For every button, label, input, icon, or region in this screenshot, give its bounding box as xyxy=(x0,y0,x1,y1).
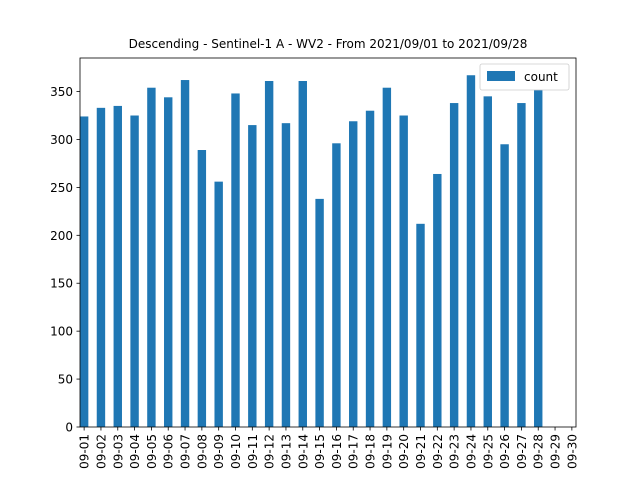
legend: count xyxy=(479,63,570,91)
x-tick-label: 09-02 xyxy=(94,434,108,469)
x-tick-label: 09-18 xyxy=(364,434,378,469)
bar-09-08 xyxy=(197,150,207,427)
x-tick-label: 09-28 xyxy=(532,434,546,469)
x-tick-label: 09-05 xyxy=(145,434,159,469)
axes-frame xyxy=(79,57,577,428)
x-tick-label: 09-30 xyxy=(565,434,579,469)
y-tick-label: 200 xyxy=(50,229,73,243)
bar-09-11 xyxy=(248,125,257,427)
bar-09-16 xyxy=(332,143,341,428)
x-tick-label: 09-03 xyxy=(111,434,125,469)
bar-09-19 xyxy=(382,87,392,428)
bar-09-04 xyxy=(130,115,139,427)
x-tick-label: 09-11 xyxy=(246,434,260,469)
y-tick-label: 150 xyxy=(50,277,73,291)
bars-layer xyxy=(79,75,543,428)
legend-swatch xyxy=(487,71,515,81)
x-tick-label: 09-13 xyxy=(279,434,293,469)
bar-09-17 xyxy=(349,121,358,427)
bar-09-23 xyxy=(449,103,459,428)
legend-label: count xyxy=(524,70,558,84)
x-tick-label: 09-14 xyxy=(296,434,310,469)
y-tick-label: 50 xyxy=(58,373,73,387)
y-tick-label: 350 xyxy=(50,85,73,99)
x-tick-label: 09-01 xyxy=(78,434,92,469)
bar-09-06 xyxy=(164,97,173,428)
y-tick-label: 250 xyxy=(50,181,73,195)
bar-09-24 xyxy=(466,75,476,427)
x-tick-label: 09-15 xyxy=(313,434,327,469)
x-tick-label: 09-08 xyxy=(195,434,209,469)
bar-09-05 xyxy=(147,87,156,428)
y-tick-label: 100 xyxy=(50,325,73,339)
x-tick-label: 09-09 xyxy=(212,434,226,469)
bar-09-21 xyxy=(416,223,425,427)
bar-09-27 xyxy=(517,103,526,428)
x-tick-label: 09-29 xyxy=(549,434,563,469)
chart-title: Descending - Sentinel-1 A - WV2 - From 2… xyxy=(129,37,528,51)
x-tick-label: 09-25 xyxy=(481,434,495,469)
y-tick-label: 0 xyxy=(65,421,73,435)
y-axis: 0 50 100 150 200 250 300 350 xyxy=(50,85,80,435)
x-tick-label: 09-24 xyxy=(464,434,478,469)
x-tick-label: 09-23 xyxy=(448,434,462,469)
bar-09-18 xyxy=(365,110,375,428)
x-tick-label: 09-10 xyxy=(229,434,243,469)
bar-09-01 xyxy=(79,116,89,428)
bar-09-09 xyxy=(214,181,223,427)
x-tick-label: 09-04 xyxy=(128,434,142,469)
y-tick-label: 300 xyxy=(50,133,73,147)
legend-box xyxy=(479,63,570,91)
bar-09-12 xyxy=(264,81,274,427)
bar-09-07 xyxy=(180,80,190,427)
x-axis: 09-01 09-02 09-03 09-04 09-05 09-06 09-07 09-08… xyxy=(78,427,579,469)
x-tick-label: 09-07 xyxy=(179,434,193,469)
bar-09-14 xyxy=(298,81,307,427)
x-tick-label: 09-19 xyxy=(380,434,394,469)
bar-09-13 xyxy=(281,123,291,428)
x-tick-label: 09-26 xyxy=(498,434,512,469)
x-tick-label: 09-20 xyxy=(397,434,411,469)
bar-09-03 xyxy=(113,105,122,428)
x-tick-label: 09-06 xyxy=(162,434,176,469)
x-tick-label: 09-27 xyxy=(515,434,529,469)
x-tick-label: 09-17 xyxy=(347,434,361,469)
x-tick-label: 09-21 xyxy=(414,434,428,469)
bar-09-10 xyxy=(231,93,240,428)
x-tick-label: 09-16 xyxy=(330,434,344,469)
bar-09-28 xyxy=(534,89,543,427)
x-tick-label: 09-22 xyxy=(431,434,445,469)
bar-09-26 xyxy=(500,144,509,427)
bar-09-22 xyxy=(433,173,442,427)
bar-09-15 xyxy=(315,198,324,427)
bar-09-02 xyxy=(96,107,106,427)
bar-09-25 xyxy=(483,96,492,427)
x-tick-label: 09-12 xyxy=(263,434,277,469)
bar-09-20 xyxy=(399,115,408,427)
